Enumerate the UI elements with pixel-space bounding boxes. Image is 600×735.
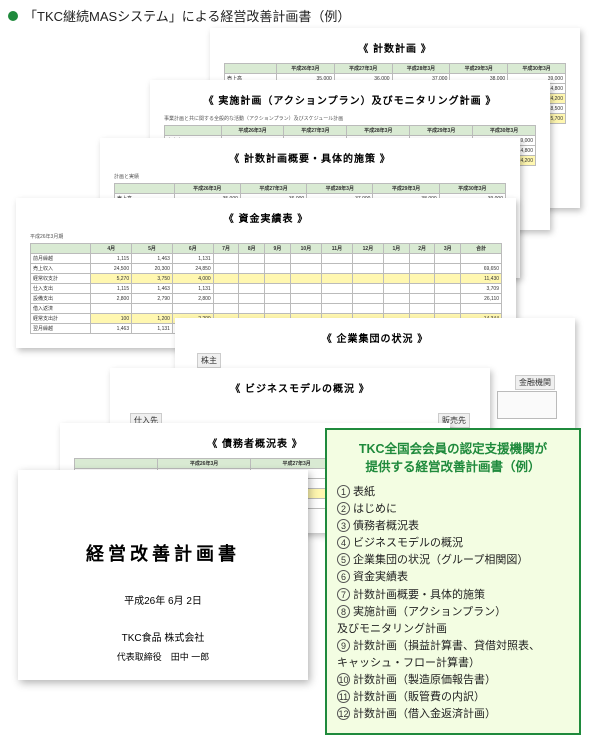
info-list-label: 表紙 [353, 486, 375, 498]
info-list-item: 5企業集団の状況（グループ相関図） [337, 552, 569, 569]
info-list-label: 計数計画（製造原価報告書） [353, 674, 496, 686]
sheet-sub: 計画と実績 [114, 173, 506, 180]
info-list-label: 企業集団の状況（グループ相関図） [353, 554, 528, 566]
list-number-icon: 9 [337, 639, 350, 652]
info-list-label: 債務者概況表 [353, 520, 419, 532]
info-list-label: 計数計画（借入金返済計画） [353, 708, 496, 720]
label-financial-inst: 金融機関 [515, 375, 555, 390]
info-list-item: 12計数計画（借入金返済計画） [337, 706, 569, 723]
cover-representative: 代表取締役 田中 一郎 [18, 650, 308, 663]
info-list-label: はじめに [353, 503, 397, 515]
sheet-title: 企業集団の状況 [189, 330, 561, 345]
info-list-label: ビジネスモデルの概況 [353, 537, 463, 549]
list-number-icon: 2 [337, 502, 350, 515]
list-number-icon: 4 [337, 536, 350, 549]
list-number-icon: 1 [337, 485, 350, 498]
info-list-item: 8実施計画（アクションプラン）及びモニタリング計画 [337, 604, 569, 638]
info-title-line2: 提供する経営改善計画書（例） [365, 460, 540, 474]
cover-sheet: 経営改善計画書 平成26年 6月 2日 TKC食品 株式会社 代表取締役 田中 … [18, 470, 308, 680]
info-list-item: 3債務者概況表 [337, 518, 569, 535]
list-number-icon: 6 [337, 570, 350, 583]
sheet-title: 計数計画 [224, 40, 566, 55]
info-list-item: 1表紙 [337, 484, 569, 501]
period-label: 平成26年3月期 [30, 233, 502, 240]
page-title: 「TKC継続MASシステム」による経営改善計画書（例） [24, 6, 350, 25]
document-stage: 計数計画 平成26年3月平成27年3月平成28年3月平成29年3月平成30年3月… [0, 28, 600, 697]
info-list-item: 7計数計画概要・具体的施策 [337, 587, 569, 604]
label-shareholder: 株主 [197, 353, 221, 368]
info-list-label: 計数計画（損益計算書、貸借対照表、キャッシュ・フロー計算書） [337, 640, 540, 669]
sheet-title: 実施計画（アクションプラン）及びモニタリング計画 [164, 92, 536, 107]
info-title-line1: TKC全国会会員の認定支援機関が [359, 442, 547, 456]
list-number-icon: 10 [337, 673, 350, 686]
list-number-icon: 11 [337, 690, 350, 703]
list-number-icon: 5 [337, 553, 350, 566]
info-box: TKC全国会会員の認定支援機関が 提供する経営改善計画書（例） 1表紙2はじめに… [325, 428, 581, 735]
info-list-item: 11計数計画（販管費の内訳） [337, 689, 569, 706]
sheet-title: 計数計画概要・具体的施策 [114, 150, 506, 165]
list-number-icon: 12 [337, 707, 350, 720]
info-list-item: 6資金実績表 [337, 569, 569, 586]
side-box [497, 391, 557, 419]
list-number-icon: 3 [337, 519, 350, 532]
info-list: 1表紙2はじめに3債務者概況表4ビジネスモデルの概況5企業集団の状況（グループ相… [337, 484, 569, 723]
list-number-icon: 7 [337, 588, 350, 601]
cover-company: TKC食品 株式会社 [18, 629, 308, 644]
info-list-label: 実施計画（アクションプラン）及びモニタリング計画 [337, 606, 506, 635]
info-list-label: 計数計画概要・具体的施策 [353, 589, 485, 601]
info-list-label: 資金実績表 [353, 571, 408, 583]
info-list-item: 4ビジネスモデルの概況 [337, 535, 569, 552]
page-header: 「TKC継続MASシステム」による経営改善計画書（例） [0, 0, 600, 29]
info-list-item: 2はじめに [337, 501, 569, 518]
sheet-note: 事業計画と共に関する全般的な活動（アクションプラン）及びスケジュール計画 [164, 115, 536, 122]
sheet-title: 資金実績表 [30, 210, 502, 225]
info-list-item: 10計数計画（製造原価報告書） [337, 672, 569, 689]
cover-title: 経営改善計画書 [18, 540, 308, 566]
list-number-icon: 8 [337, 605, 350, 618]
cover-date: 平成26年 6月 2日 [18, 592, 308, 607]
info-box-title: TKC全国会会員の認定支援機関が 提供する経営改善計画書（例） [337, 440, 569, 476]
sheet-title: ビジネスモデルの概況 [124, 380, 476, 395]
info-list-item: 9計数計画（損益計算書、貸借対照表、キャッシュ・フロー計算書） [337, 638, 569, 672]
bullet-icon [8, 11, 18, 21]
